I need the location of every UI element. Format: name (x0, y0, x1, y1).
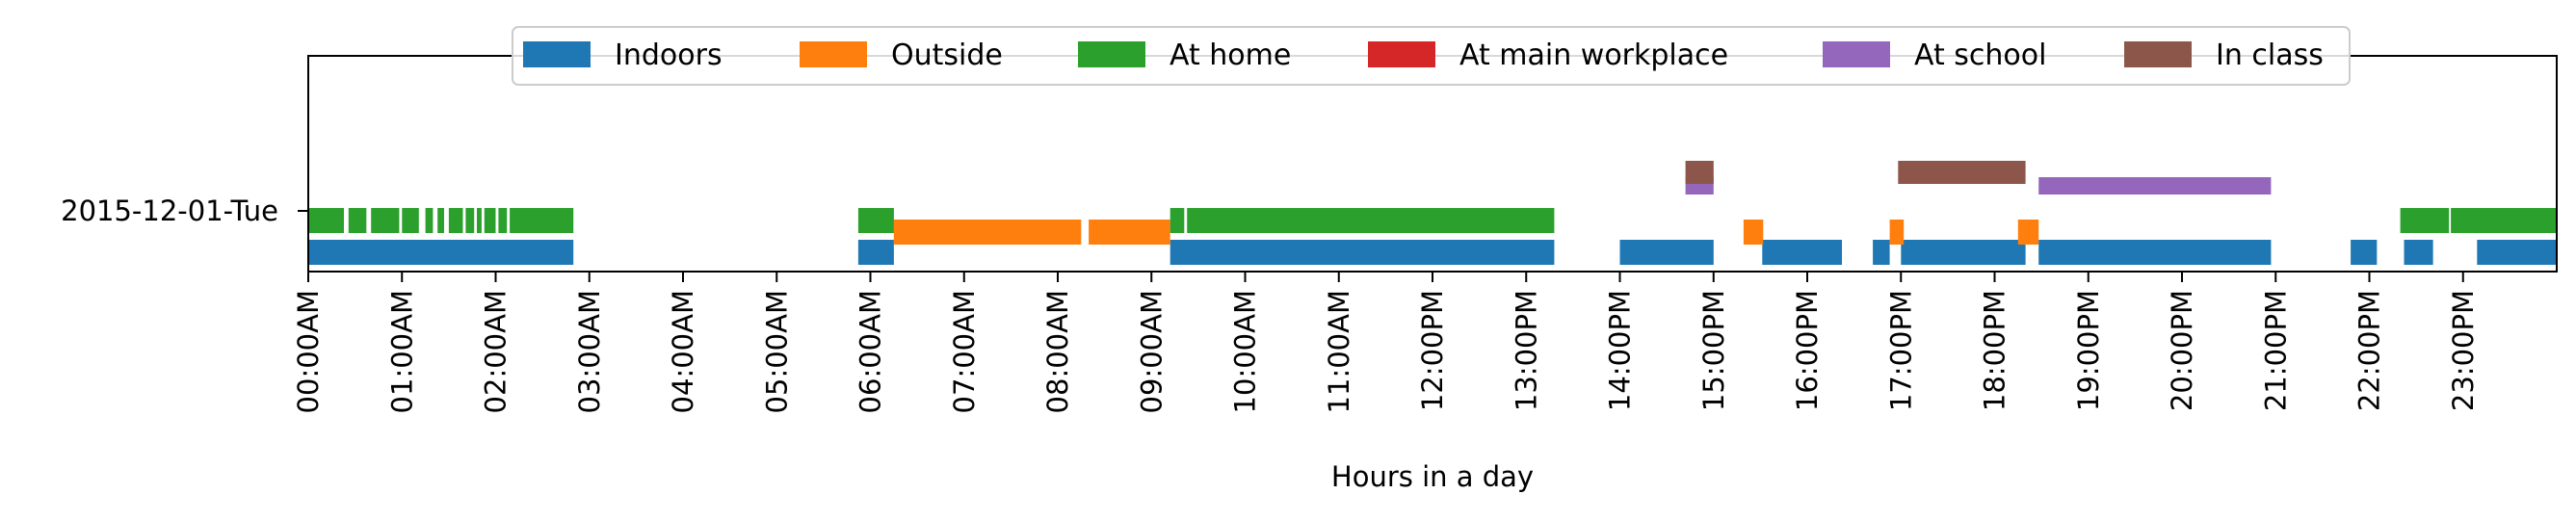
x-tick-label: 14:00PM (1604, 290, 1637, 411)
bar-at-home (2400, 208, 2450, 233)
bar-indoors (857, 240, 894, 265)
bar-at-home (2451, 208, 2557, 233)
bar-at-home (308, 208, 344, 233)
x-tick-label: 22:00PM (2353, 290, 2386, 411)
bar-at-home (510, 208, 574, 233)
bar-at-home (371, 208, 400, 233)
x-tick-label: 08:00AM (1041, 290, 1074, 413)
bar-at-home (1187, 208, 1555, 233)
legend-label: Indoors (615, 39, 723, 72)
x-tick-label: 20:00PM (2166, 290, 2198, 411)
legend-label: At school (1914, 39, 2046, 72)
x-tick-label: 23:00PM (2447, 290, 2480, 411)
bar-at-home (465, 208, 475, 233)
bar-indoors (2404, 240, 2433, 265)
x-axis-title: Hours in a day (1331, 460, 1534, 493)
x-tick-label: 02:00AM (480, 290, 513, 413)
bar-indoors (1619, 240, 1714, 265)
legend-label: At main workplace (1459, 39, 1728, 72)
bar-at-home (857, 208, 894, 233)
bar-at-home (1170, 208, 1185, 233)
x-tick-label: 01:00AM (385, 290, 418, 413)
bar-at-home (348, 208, 367, 233)
legend: Indoors Outside At home At main workplace At… (512, 26, 2351, 86)
bar-indoors (308, 240, 574, 265)
x-tick-label: 05:00AM (760, 290, 793, 413)
legend-swatch (1368, 41, 1435, 67)
legend-swatch (1078, 41, 1145, 67)
bar-indoors (2477, 240, 2557, 265)
bar-outside (1743, 220, 1764, 245)
bar-outside (1089, 220, 1170, 245)
bar-at-home (477, 208, 482, 233)
x-tick-label: 03:00AM (573, 290, 606, 413)
x-tick-label: 00:00AM (292, 290, 325, 413)
legend-swatch (1823, 41, 1890, 67)
plot-frame (307, 55, 2558, 273)
bar-outside (2017, 220, 2039, 245)
x-tick-label: 15:00PM (1697, 290, 1730, 411)
x-tick-label: 12:00PM (1416, 290, 1449, 411)
x-tick-label: 07:00AM (948, 290, 981, 413)
x-tick-label: 04:00AM (667, 290, 699, 413)
bar-outside (893, 220, 1082, 245)
legend-label: In class (2216, 39, 2324, 72)
x-tick-label: 09:00AM (1135, 290, 1168, 413)
x-tick-label: 21:00PM (2259, 290, 2292, 411)
x-axis-ticks: 00:00AM 01:00AM 02:00AM 03:00AM 04:00AM 05:00… (292, 272, 2480, 413)
bar-in-class (1898, 161, 2026, 184)
bar-indoors (1762, 240, 1842, 265)
x-tick-label: 17:00PM (1884, 290, 1917, 411)
x-tick-label: 10:00AM (1229, 290, 1262, 413)
legend-label: At home (1170, 39, 1291, 72)
legend-swatch (2124, 41, 2192, 67)
x-tick-label: 11:00AM (1323, 290, 1355, 413)
x-tick-label: 19:00PM (2072, 290, 2105, 411)
bar-at-school (2038, 177, 2272, 195)
bar-indoors (1901, 240, 2026, 265)
x-tick-label: 16:00PM (1791, 290, 1824, 411)
bar-indoors (1873, 240, 1890, 265)
legend-swatch (800, 41, 867, 67)
bar-indoors (2351, 240, 2378, 265)
bar-at-home (425, 208, 434, 233)
y-tick-label: 2015-12-01-Tue (61, 195, 278, 227)
x-tick-label: 06:00AM (854, 290, 887, 413)
bar-at-home (437, 208, 444, 233)
bar-in-class (1685, 161, 1714, 184)
bar-at-home (402, 208, 419, 233)
bar-at-home (484, 208, 496, 233)
bar-at-home (448, 208, 463, 233)
bar-indoors (1170, 240, 1555, 265)
legend-label: Outside (891, 39, 1003, 72)
bar-outside (1889, 220, 1905, 245)
bars-layer (308, 161, 2557, 265)
legend-swatch (523, 41, 591, 67)
x-tick-label: 13:00PM (1510, 290, 1542, 411)
bar-indoors (2038, 240, 2272, 265)
bar-at-home (498, 208, 508, 233)
x-tick-label: 18:00PM (1979, 290, 2011, 411)
